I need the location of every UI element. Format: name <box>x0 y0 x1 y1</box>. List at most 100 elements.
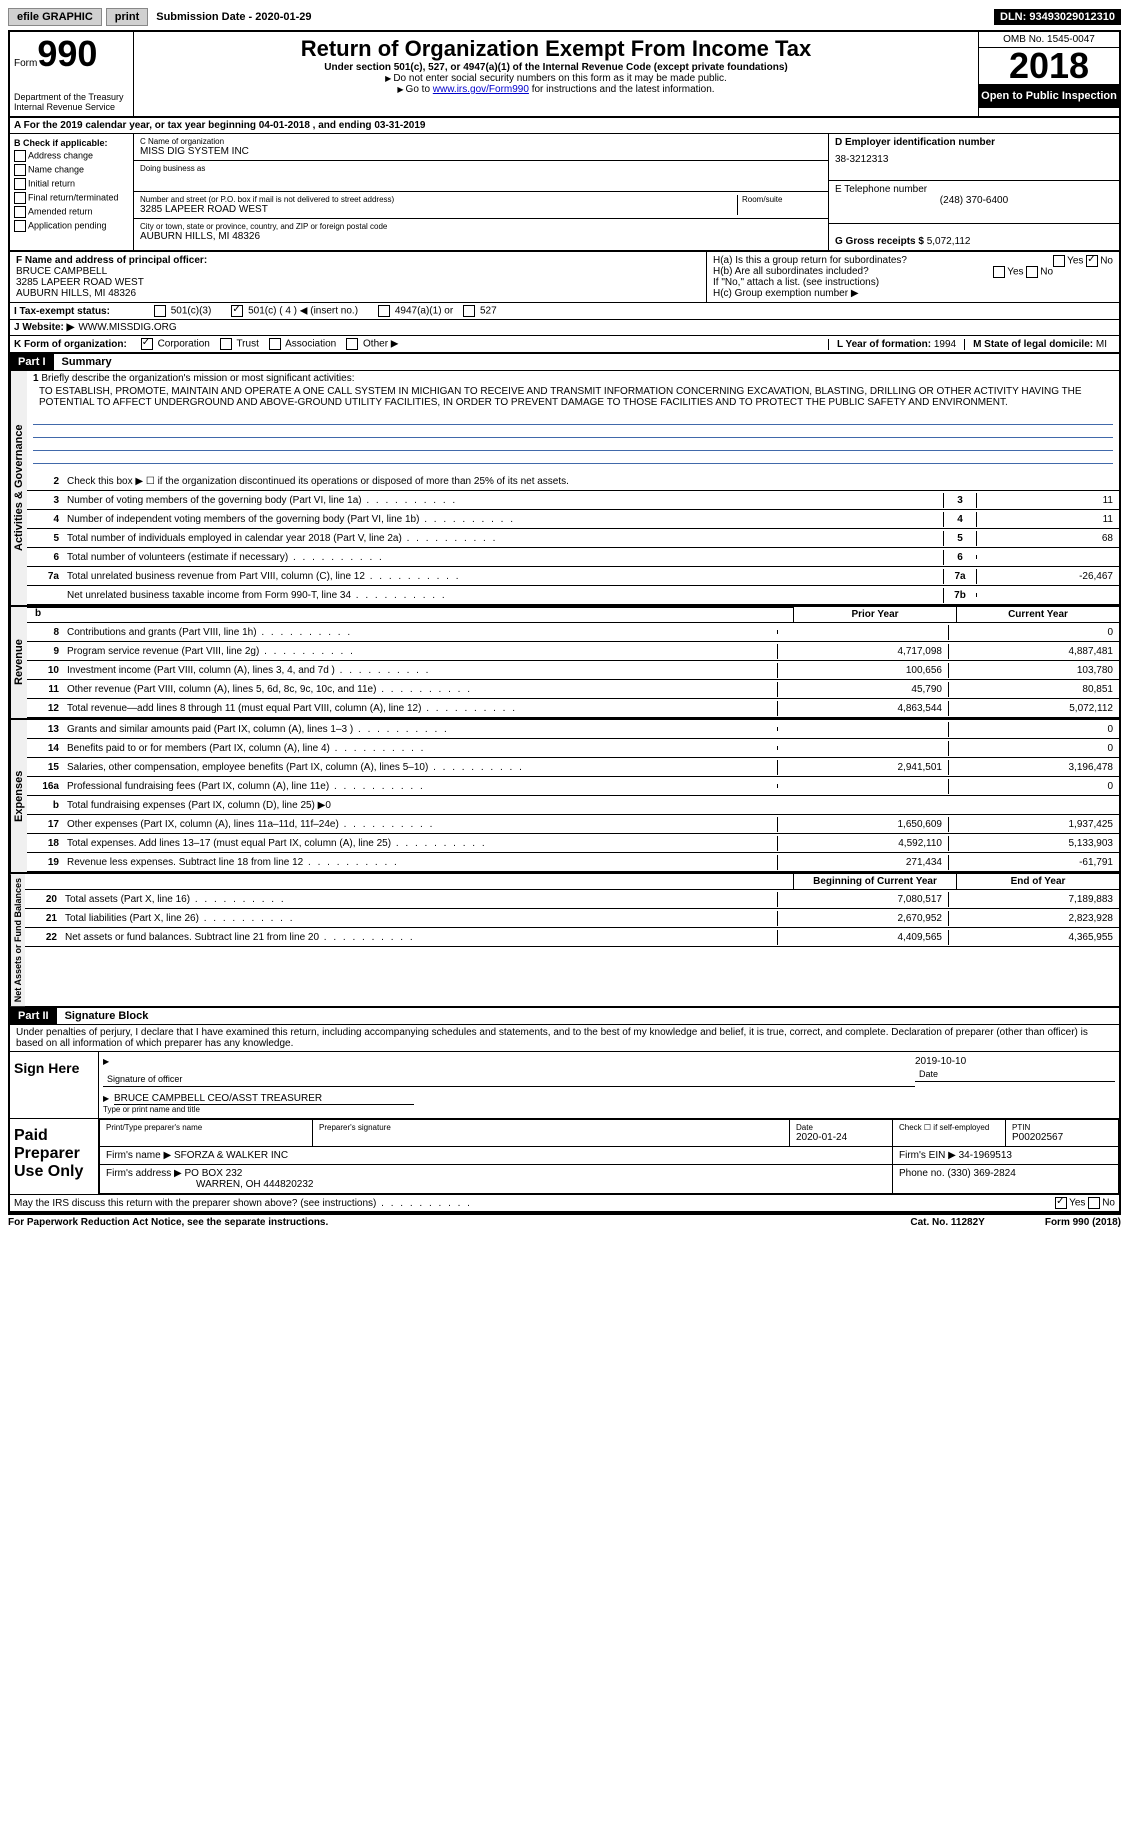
col-c-org-info: C Name of organization MISS DIG SYSTEM I… <box>134 134 828 250</box>
yes-label: Yes <box>1007 267 1023 278</box>
irs-link[interactable]: www.irs.gov/Form990 <box>433 84 529 95</box>
line-item: 4Number of independent voting members of… <box>27 510 1119 529</box>
cb-label: Amended return <box>28 206 93 216</box>
expenses-label: Expenses <box>10 720 27 872</box>
dept-treasury: Department of the Treasury <box>14 92 129 102</box>
part2-header-row: Part II Signature Block <box>10 1008 1119 1025</box>
firm-ein: 34-1969513 <box>959 1150 1012 1161</box>
line-item: 3Number of voting members of the governi… <box>27 491 1119 510</box>
page-footer: For Paperwork Reduction Act Notice, see … <box>8 1215 1121 1230</box>
prep-check-label: Check ☐ if self-employed <box>899 1123 999 1132</box>
line-item: 2Check this box ▶ ☐ if the organization … <box>27 472 1119 491</box>
expenses-section: Expenses 13Grants and similar amounts pa… <box>10 720 1119 874</box>
firm-name-label: Firm's name ▶ <box>106 1150 171 1161</box>
officer-signed-name: BRUCE CAMPBELL CEO/ASST TREASURER <box>114 1093 414 1105</box>
sign-here-label: Sign Here <box>10 1052 99 1118</box>
print-button[interactable]: print <box>106 8 148 26</box>
phone-value: (248) 370-6400 <box>835 195 1113 206</box>
line-item: 13Grants and similar amounts paid (Part … <box>27 720 1119 739</box>
cb-527[interactable] <box>463 305 475 317</box>
submission-date: Submission Date - 2020-01-29 <box>156 11 311 23</box>
firm-addr-label: Firm's address ▶ <box>106 1168 182 1179</box>
opt-label: 501(c)(3) <box>171 306 212 317</box>
line-item: 22Net assets or fund balances. Subtract … <box>25 928 1119 947</box>
main-title: Return of Organization Exempt From Incom… <box>138 36 974 62</box>
cb-trust[interactable] <box>220 338 232 350</box>
officer-name: BRUCE CAMPBELL <box>16 266 700 277</box>
cb-label: Address change <box>28 150 93 160</box>
declaration-text: Under penalties of perjury, I declare th… <box>10 1025 1119 1052</box>
org-city: AUBURN HILLS, MI 48326 <box>140 231 822 242</box>
discuss-row: May the IRS discuss this return with the… <box>10 1195 1119 1213</box>
cb-application-pending[interactable] <box>14 220 26 232</box>
governance-section: Activities & Governance 1 Briefly descri… <box>10 371 1119 607</box>
opt-label: 501(c) ( 4 ) ◀ (insert no.) <box>248 306 358 317</box>
cb-amended[interactable] <box>14 206 26 218</box>
cb-final-return[interactable] <box>14 192 26 204</box>
ssn-warning: Do not enter social security numbers on … <box>138 73 974 84</box>
yes-label: Yes <box>1069 1198 1085 1209</box>
cb-discuss-no[interactable] <box>1088 1197 1100 1209</box>
cb-4947[interactable] <box>378 305 390 317</box>
officer-addr1: 3285 LAPEER ROAD WEST <box>16 277 700 288</box>
j-label: J Website: ▶ <box>14 322 74 333</box>
line-item: 10Investment income (Part VIII, column (… <box>27 661 1119 680</box>
line-item: 21Total liabilities (Part X, line 26)2,6… <box>25 909 1119 928</box>
row-j-website: J Website: ▶ WWW.MISSDIG.ORG <box>10 320 1119 336</box>
cb-corp[interactable] <box>141 338 153 350</box>
subtitle: Under section 501(c), 527, or 4947(a)(1)… <box>138 62 974 73</box>
no-label: No <box>1040 267 1053 278</box>
cb-hb-no[interactable] <box>1026 266 1038 278</box>
current-year-header: Current Year <box>956 607 1119 622</box>
cb-label: Initial return <box>28 178 75 188</box>
cb-other[interactable] <box>346 338 358 350</box>
room-label: Room/suite <box>742 195 822 204</box>
dept-irs: Internal Revenue Service <box>14 102 129 112</box>
opt-label: 4947(a)(1) or <box>395 306 453 317</box>
begin-year-header: Beginning of Current Year <box>793 874 956 889</box>
officer-addr2: AUBURN HILLS, MI 48326 <box>16 288 700 299</box>
b-label: B Check if applicable: <box>14 138 129 148</box>
cb-label: Name change <box>28 164 84 174</box>
instr-post: for instructions and the latest informat… <box>529 84 715 95</box>
line-item: 5Total number of individuals employed in… <box>27 529 1119 548</box>
cb-501c[interactable] <box>231 305 243 317</box>
sig-of-officer-label: Signature of officer <box>103 1072 915 1087</box>
no-label: No <box>1102 1198 1115 1209</box>
k-label: K Form of organization: <box>14 339 127 350</box>
part2-badge: Part II <box>10 1008 57 1024</box>
firm-phone-label: Phone no. <box>899 1168 945 1179</box>
cb-501c3[interactable] <box>154 305 166 317</box>
line-item: 11Other revenue (Part VIII, column (A), … <box>27 680 1119 699</box>
cb-assoc[interactable] <box>269 338 281 350</box>
efile-button[interactable]: efile GRAPHIC <box>8 8 102 26</box>
prep-date: 2020-01-24 <box>796 1132 886 1143</box>
cb-address-change[interactable] <box>14 150 26 162</box>
hb-label: H(b) Are all subordinates included? <box>713 266 869 277</box>
cb-hb-yes[interactable] <box>993 266 1005 278</box>
revenue-label: Revenue <box>10 607 27 718</box>
prep-sig-label: Preparer's signature <box>319 1123 783 1132</box>
line-item: Net unrelated business taxable income fr… <box>27 586 1119 605</box>
preparer-table: Print/Type preparer's name Preparer's si… <box>99 1119 1119 1194</box>
cb-name-change[interactable] <box>14 164 26 176</box>
line-item: 14Benefits paid to or for members (Part … <box>27 739 1119 758</box>
col-b-checkboxes: B Check if applicable: Address change Na… <box>10 134 134 250</box>
firm-addr2: WARREN, OH 444820232 <box>196 1179 313 1190</box>
addr-label: Number and street (or P.O. box if mail i… <box>140 195 737 204</box>
org-name: MISS DIG SYSTEM INC <box>140 146 822 157</box>
sign-here-row: Sign Here Signature of officer 2019-10-1… <box>10 1052 1119 1119</box>
cb-initial-return[interactable] <box>14 178 26 190</box>
opt-label: Association <box>285 339 336 350</box>
instr-pre: Go to <box>406 84 433 95</box>
state-domicile: MI <box>1096 339 1107 350</box>
cb-ha-yes[interactable] <box>1053 255 1065 267</box>
cb-ha-no[interactable] <box>1086 255 1098 267</box>
cb-label: Final return/terminated <box>28 192 119 202</box>
signature-section: Under penalties of perjury, I declare th… <box>10 1025 1119 1213</box>
line-item: 9Program service revenue (Part VIII, lin… <box>27 642 1119 661</box>
opt-label: Other ▶ <box>363 339 398 350</box>
firm-name: SFORZA & WALKER INC <box>174 1150 288 1161</box>
cb-discuss-yes[interactable] <box>1055 1197 1067 1209</box>
netassets-section: Net Assets or Fund Balances Beginning of… <box>10 874 1119 1008</box>
